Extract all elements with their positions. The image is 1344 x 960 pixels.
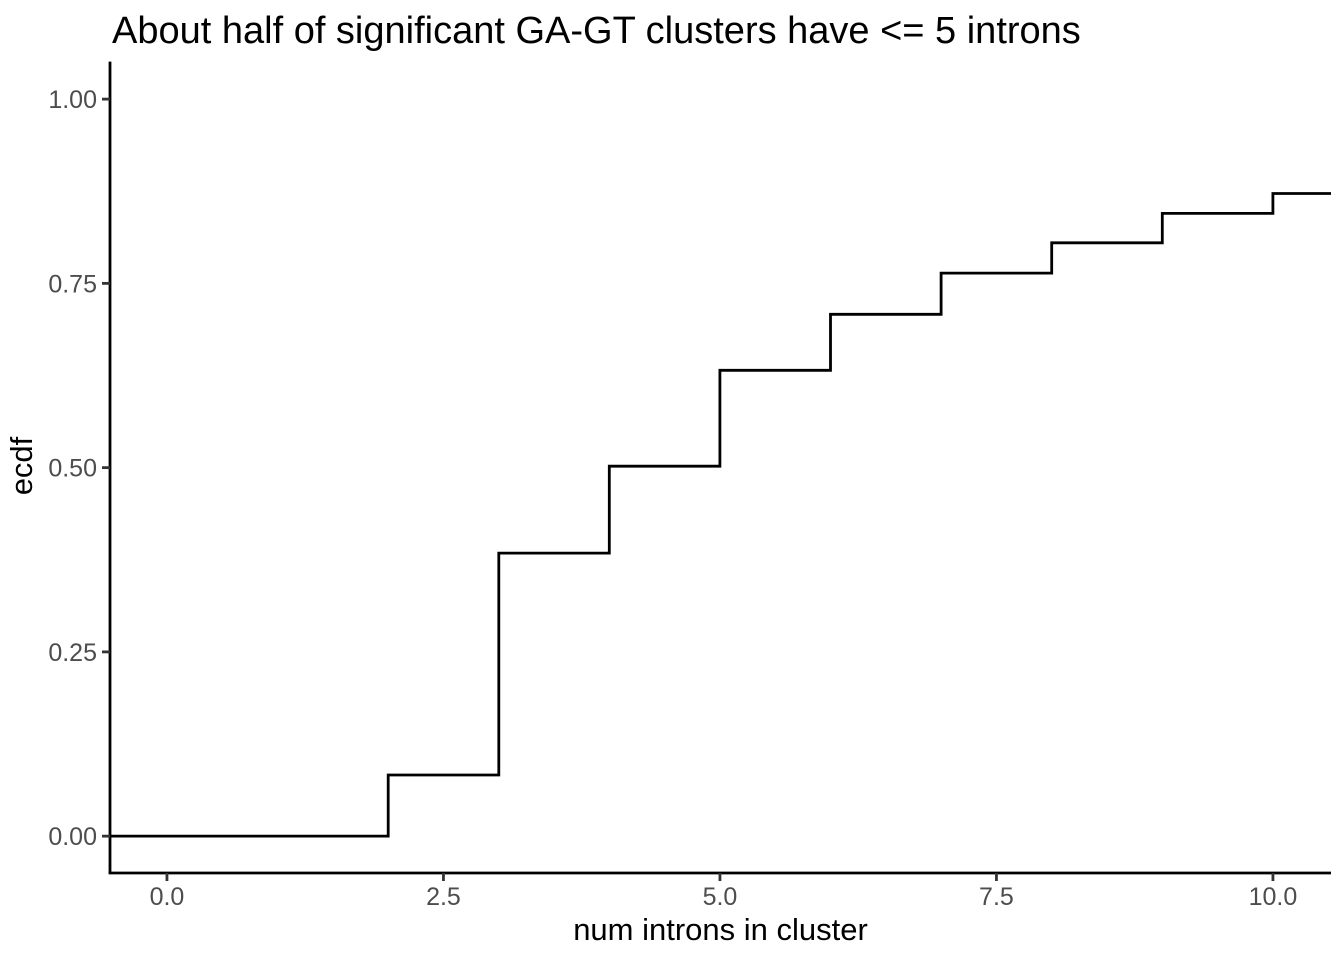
y-axis-title: ecdf bbox=[4, 436, 39, 496]
y-tick-label: 0.25 bbox=[48, 639, 97, 667]
y-tick-label: 0.50 bbox=[48, 455, 97, 483]
x-tick-label: 2.5 bbox=[426, 883, 461, 911]
y-tick-label: 0.00 bbox=[48, 823, 97, 851]
x-tick-label: 0.0 bbox=[150, 883, 185, 911]
x-axis-title: num introns in cluster bbox=[573, 912, 868, 947]
x-tick-label: 10.0 bbox=[1249, 883, 1298, 911]
ecdf-step-line bbox=[110, 192, 1331, 838]
x-tick-label: 5.0 bbox=[703, 883, 738, 911]
plot-title: About half of significant GA-GT clusters… bbox=[112, 10, 1081, 52]
x-axis-ticks: 0.0 2.5 5.0 7.5 10.0 bbox=[150, 873, 1298, 911]
y-tick-label: 0.75 bbox=[48, 270, 97, 298]
y-axis-ticks: 0.00 0.25 0.50 0.75 1.00 bbox=[48, 86, 110, 851]
x-tick-label: 7.5 bbox=[979, 883, 1014, 911]
y-tick-label: 1.00 bbox=[48, 86, 97, 114]
